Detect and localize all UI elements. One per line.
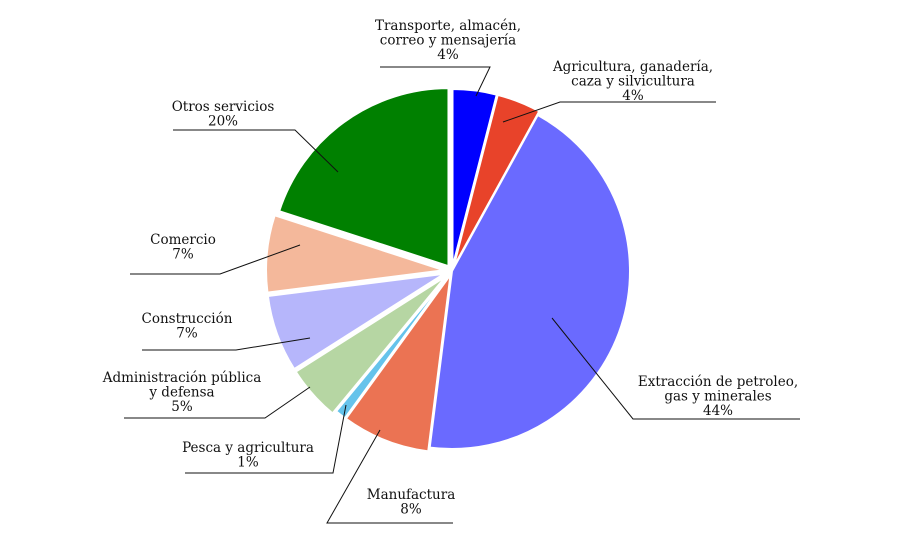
slice-name-label: Agricultura, ganadería, bbox=[552, 59, 713, 75]
leader-line bbox=[130, 244, 301, 275]
slice-label: Manufactura 8% bbox=[367, 487, 456, 518]
pie-slice bbox=[277, 87, 450, 268]
pie-slice bbox=[334, 273, 451, 420]
slice-name-label: caza y silvicultura bbox=[571, 74, 695, 90]
pie-slice bbox=[265, 213, 445, 294]
leader-lines bbox=[124, 66, 800, 524]
slice-name-label: Pesca y agricultura bbox=[182, 440, 314, 456]
slice-percent-label: 4% bbox=[622, 88, 644, 104]
slice-label: Transporte, almacén, correo y mensajería 4… bbox=[375, 18, 521, 63]
slice-name-label: Administración pública bbox=[102, 370, 262, 386]
slice-label: Agricultura, ganadería, caza y silvicultu… bbox=[552, 59, 713, 104]
slice-name-label: gas y minerales bbox=[664, 389, 771, 405]
leader-line bbox=[551, 317, 800, 420]
leader-line bbox=[142, 337, 311, 351]
pie-slice bbox=[266, 272, 446, 371]
slice-label: Pesca y agricultura 1% bbox=[182, 440, 314, 471]
slice-name-label: Manufactura bbox=[367, 487, 456, 503]
slice-name-label: Construcción bbox=[142, 311, 233, 327]
slice-percent-label: 20% bbox=[208, 114, 238, 130]
pie-slice bbox=[428, 113, 631, 450]
slice-name-label: Comercio bbox=[150, 232, 216, 248]
pie-slice bbox=[344, 274, 452, 453]
slice-label: Otros servicios 20% bbox=[172, 99, 275, 130]
slice-label: Administración pública y defensa 5% bbox=[102, 370, 262, 415]
slice-percent-label: 8% bbox=[400, 502, 422, 518]
leader-line bbox=[173, 129, 339, 173]
slice-label: Comercio 7% bbox=[150, 232, 216, 263]
pie-slice bbox=[451, 88, 498, 268]
slice-name-label: correo y mensajería bbox=[380, 33, 516, 49]
leader-line bbox=[124, 386, 311, 419]
slice-name-label: y defensa bbox=[148, 385, 214, 401]
slice-labels: Transporte, almacén, correo y mensajería 4… bbox=[102, 18, 798, 518]
pie-slice bbox=[294, 275, 447, 415]
slice-percent-label: 7% bbox=[176, 326, 198, 342]
pie-slices bbox=[265, 87, 631, 453]
slice-percent-label: 44% bbox=[703, 403, 733, 419]
slice-label: Construcción 7% bbox=[142, 311, 233, 342]
leader-line bbox=[326, 429, 453, 524]
slice-percent-label: 4% bbox=[437, 47, 459, 63]
slice-percent-label: 5% bbox=[171, 399, 193, 415]
slice-name-label: Extracción de petroleo, bbox=[638, 374, 798, 390]
leader-line bbox=[185, 404, 347, 474]
slice-percent-label: 7% bbox=[172, 247, 194, 263]
slice-percent-label: 1% bbox=[237, 455, 259, 471]
leader-line bbox=[380, 66, 491, 97]
slice-label: Extracción de petroleo, gas y minerales 44… bbox=[638, 374, 798, 419]
slice-name-label: Transporte, almacén, bbox=[375, 18, 521, 34]
slice-name-label: Otros servicios bbox=[172, 99, 275, 115]
leader-line bbox=[502, 101, 716, 123]
pie-slice bbox=[452, 93, 541, 268]
